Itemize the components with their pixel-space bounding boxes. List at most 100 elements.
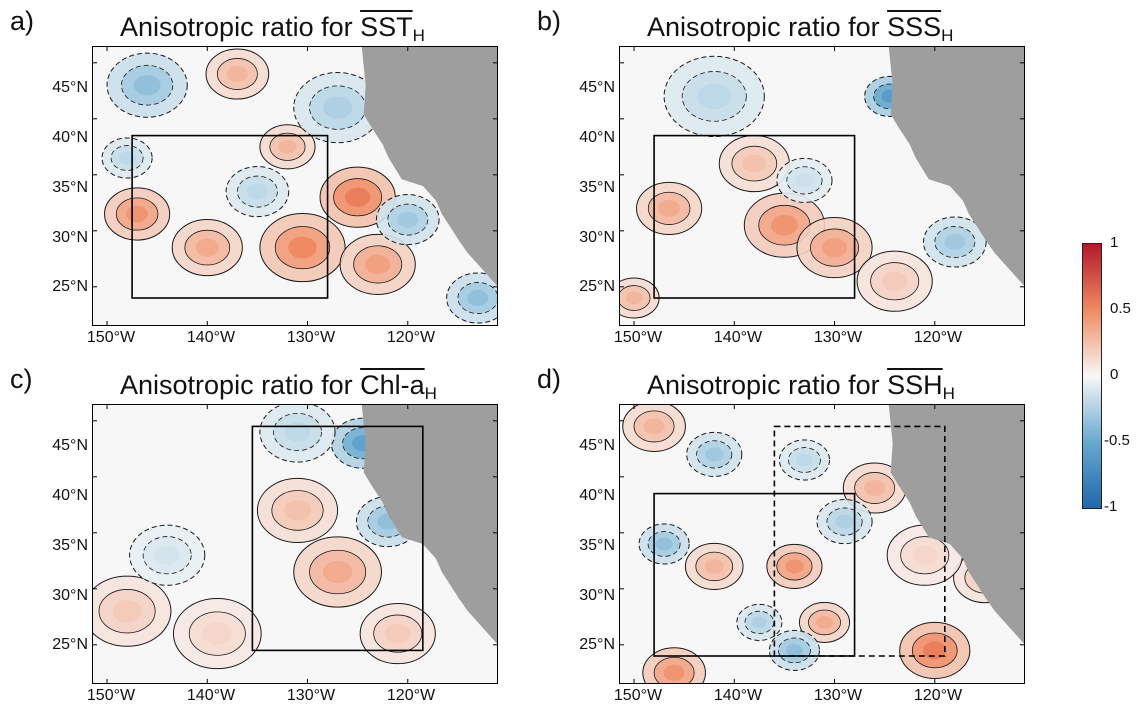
dashed-region-box — [773, 425, 946, 657]
contour-line — [776, 157, 833, 203]
region-box — [251, 425, 424, 652]
y-tick-label: 45°N — [579, 79, 615, 96]
contour-line — [636, 181, 703, 235]
contour-line — [816, 499, 873, 545]
anomaly-patch-core — [816, 615, 833, 629]
anomaly-patch-core — [154, 545, 180, 565]
anomaly-patch-core — [835, 514, 854, 529]
panel-title: Anisotropic ratio for SSHH — [647, 370, 955, 404]
title-subscript: H — [942, 384, 955, 403]
contour-line — [457, 282, 498, 314]
anomaly-patch-core — [625, 291, 643, 305]
panel-d: d) Anisotropic ratio for SSHH 45°N 40°N … — [527, 358, 1087, 718]
contour-line — [663, 55, 765, 137]
anomaly-patch-core — [112, 599, 142, 623]
contour-line — [269, 132, 306, 161]
contour-line — [142, 536, 192, 575]
anomaly-patch-core — [284, 422, 311, 442]
x-tick-label: 140°W — [713, 687, 763, 704]
contour-line — [911, 632, 958, 669]
contour-line — [259, 213, 346, 283]
contour-line — [259, 124, 316, 170]
contour-line — [373, 614, 423, 653]
x-tick-label: 130°W — [813, 329, 863, 346]
y-tick-label: 45°N — [52, 79, 88, 96]
x-tick-label: 150°W — [86, 329, 136, 346]
anomaly-patch-core — [944, 233, 966, 251]
x-tick-label: 130°W — [286, 687, 336, 704]
colorbar-gradient — [1082, 243, 1102, 509]
map-plot — [619, 404, 1025, 684]
anomaly-patch-core — [663, 664, 685, 681]
anomaly-patch-core — [322, 560, 353, 584]
y-tick-label: 25°N — [579, 636, 615, 653]
contour-line — [274, 226, 331, 270]
y-tick-label: 35°N — [579, 179, 615, 196]
y-tick-label: 45°N — [579, 437, 615, 454]
contour-line — [695, 551, 734, 582]
y-tick-label: 25°N — [52, 278, 88, 295]
contour-line — [104, 187, 171, 241]
y-tick-label: 25°N — [579, 278, 615, 295]
anomaly-patch-core — [795, 173, 814, 188]
colorbar-tick: 1 — [1110, 234, 1119, 251]
y-tick-label: 40°N — [52, 129, 88, 146]
contour-line — [686, 431, 743, 477]
anomaly-patch-core — [742, 154, 767, 173]
contour-line — [115, 197, 159, 231]
contour-line — [98, 589, 156, 634]
anomaly-patch-core — [882, 271, 908, 291]
anomaly-patch-core — [195, 238, 220, 257]
title-symbol: Chl-a — [360, 370, 425, 400]
y-tick-label: 40°N — [579, 487, 615, 504]
contour-line — [273, 412, 322, 452]
panel-b: b) Anisotropic ratio for SSSH 45°N 40°N … — [527, 0, 1087, 360]
title-symbol: SSS — [887, 12, 942, 42]
y-tick-label: 45°N — [52, 437, 88, 454]
contour-line — [129, 524, 206, 586]
anomaly-patch-core — [202, 622, 233, 645]
contour-line — [256, 477, 339, 543]
title-subscript: H — [941, 26, 954, 45]
contour-line — [808, 609, 841, 636]
contour-line — [110, 145, 144, 171]
contour-line — [171, 219, 243, 277]
map-plot — [619, 46, 1025, 326]
land-mass — [361, 404, 498, 684]
x-tick-label: 140°W — [186, 329, 236, 346]
title-prefix: Anisotropic ratio for — [120, 370, 361, 400]
contour-line — [934, 226, 976, 258]
contour-line — [653, 656, 695, 684]
y-tick-label: 35°N — [52, 537, 88, 554]
colorbar-tick: 0.5 — [1110, 300, 1131, 317]
panel-label: d) — [537, 364, 562, 394]
contour-line — [899, 621, 971, 679]
contour-line — [796, 217, 873, 279]
colorbar-tick: 0 — [1110, 366, 1119, 383]
x-tick-label: 150°W — [613, 329, 663, 346]
x-tick-label: 150°W — [86, 687, 136, 704]
contour-line — [923, 216, 987, 268]
contour-line — [798, 601, 851, 643]
colorbar-tick: -1 — [1104, 498, 1118, 515]
panel-title: Anisotropic ratio for Chl-aH — [120, 370, 437, 404]
panel-title: Anisotropic ratio for SSSH — [647, 12, 953, 46]
panel-label: a) — [10, 6, 35, 36]
contour-line — [293, 536, 382, 608]
anomaly-patch-core — [697, 83, 732, 110]
contour-line — [856, 250, 933, 312]
contour-line — [622, 404, 686, 452]
contour-line — [309, 549, 367, 595]
map-plot — [92, 46, 498, 326]
contour-line — [216, 58, 258, 90]
land-mass — [361, 46, 498, 326]
panel-a: a) Anisotropic ratio for SSTH 45°N 40°N … — [0, 0, 560, 360]
contour-line — [446, 272, 498, 324]
anomaly-patch-core — [118, 151, 136, 165]
map-frame — [619, 46, 1025, 326]
x-tick-label: 140°W — [713, 329, 763, 346]
contour-line — [786, 166, 823, 195]
contour-line — [696, 440, 733, 469]
region-box — [653, 134, 856, 299]
panel-label: b) — [537, 6, 562, 36]
